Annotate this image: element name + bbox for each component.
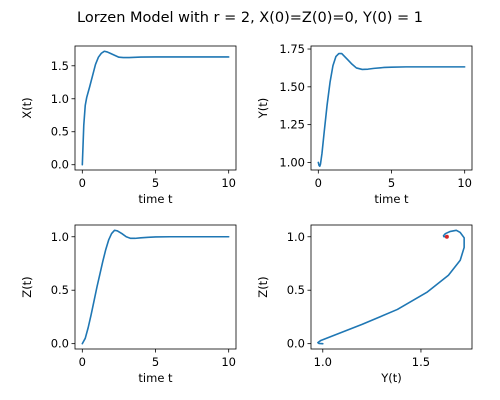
- x-tick-label: 5: [388, 176, 395, 190]
- x-axis-label: time t: [138, 371, 173, 385]
- y-axis-label: Z(t): [256, 276, 270, 297]
- x-tick-label: 10: [457, 176, 472, 190]
- subplot-2: 0 5 10 1.00 1.25 1.50 1.75 time t Y(t): [256, 42, 473, 206]
- subplot-4: 1.0 1.5 0.0 0.5 1.0 Y(t) Z(t): [256, 224, 473, 385]
- y-tick-label: 1.00: [279, 155, 305, 169]
- x-tick-label: 0: [79, 355, 86, 369]
- figure-title: Lorzen Model with r = 2, X(0)=Z(0)=0, Y(…: [77, 10, 423, 26]
- y-tick-label: 1.0: [287, 230, 305, 244]
- x-tick-label: 1.5: [412, 355, 430, 369]
- series-line: [81, 229, 230, 345]
- y-tick-label: 1.25: [279, 118, 305, 132]
- x-axis-label: Y(t): [380, 371, 402, 385]
- y-tick-label: 0.0: [51, 158, 69, 172]
- y-axis-label: Z(t): [20, 276, 34, 297]
- series-line: [317, 229, 465, 345]
- subplot-1: 0 5 10 0.0 0.5 1.0 1.5 time t X(t): [20, 45, 237, 206]
- y-tick-label: 1.50: [279, 80, 305, 94]
- axes-frame: [310, 224, 473, 350]
- x-tick-label: 0: [315, 176, 322, 190]
- x-tick-label: 1.0: [314, 355, 332, 369]
- y-tick-label: 0.5: [51, 283, 69, 297]
- x-axis-label: time t: [374, 192, 409, 206]
- x-tick-label: 10: [221, 176, 236, 190]
- y-tick-label: 0.5: [51, 125, 69, 139]
- series-line: [317, 52, 466, 168]
- y-tick-label: 1.5: [51, 59, 69, 73]
- end-point-marker: [444, 234, 449, 239]
- y-tick-label: 1.0: [51, 92, 69, 106]
- y-tick-label: 1.75: [279, 42, 305, 56]
- x-tick-label: 5: [152, 355, 159, 369]
- subplot-3: 0 5 10 0.0 0.5 1.0 time t Z(t): [20, 224, 237, 385]
- x-tick-label: 5: [152, 176, 159, 190]
- y-tick-label: 0.5: [287, 283, 305, 297]
- y-tick-label: 1.0: [51, 230, 69, 244]
- x-tick-label: 10: [221, 355, 236, 369]
- y-axis-label: Y(t): [256, 98, 270, 120]
- y-tick-label: 0.0: [51, 337, 69, 351]
- x-axis-label: time t: [138, 192, 173, 206]
- y-tick-label: 0.0: [287, 337, 305, 351]
- y-axis-label: X(t): [20, 97, 34, 118]
- x-tick-label: 0: [79, 176, 86, 190]
- series-line: [81, 50, 230, 166]
